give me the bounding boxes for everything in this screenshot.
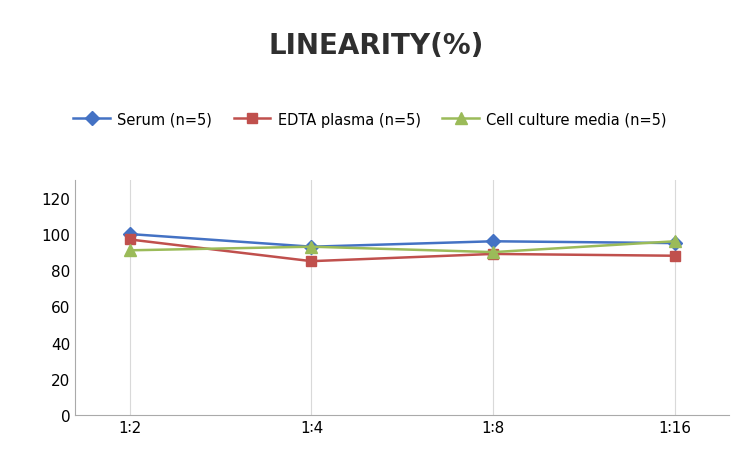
Legend: Serum (n=5), EDTA plasma (n=5), Cell culture media (n=5): Serum (n=5), EDTA plasma (n=5), Cell cul… [68,106,672,133]
EDTA plasma (n=5) [671,253,680,259]
Serum (n=5) [671,241,680,246]
Line: Cell culture media (n=5): Cell culture media (n=5) [124,236,681,258]
EDTA plasma (n=5) [307,259,316,264]
Cell culture media (n=5) [671,239,680,244]
Text: LINEARITY(%): LINEARITY(%) [268,32,484,60]
Serum (n=5) [307,244,316,250]
Line: Serum (n=5): Serum (n=5) [125,230,680,252]
Cell culture media (n=5) [125,248,134,253]
Serum (n=5) [489,239,498,244]
Serum (n=5) [125,232,134,237]
Line: EDTA plasma (n=5): EDTA plasma (n=5) [125,235,680,267]
EDTA plasma (n=5) [125,237,134,243]
Cell culture media (n=5) [489,250,498,255]
EDTA plasma (n=5) [489,252,498,257]
Cell culture media (n=5) [307,244,316,250]
